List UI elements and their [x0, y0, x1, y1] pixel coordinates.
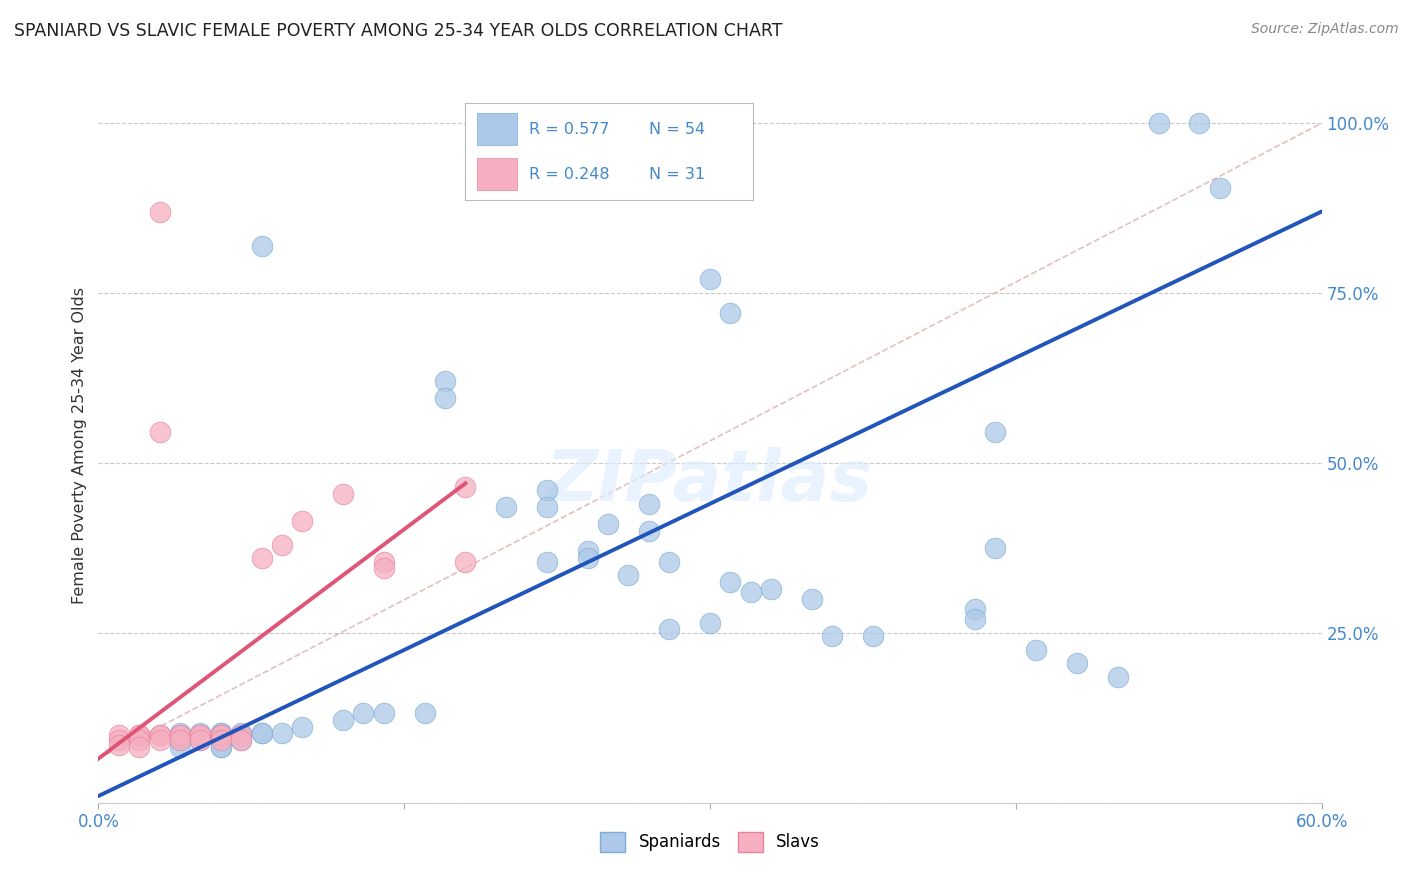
Point: [821, 629, 844, 643]
Point: [188, 728, 212, 742]
Point: [209, 726, 232, 740]
Point: [536, 483, 558, 498]
Point: [740, 585, 762, 599]
Point: [231, 726, 253, 740]
Point: [231, 733, 253, 747]
Point: [495, 500, 517, 515]
Point: [188, 726, 212, 740]
Point: [128, 732, 150, 747]
Point: [209, 728, 232, 742]
Point: [454, 555, 477, 569]
Point: [209, 740, 232, 755]
Point: [231, 728, 253, 742]
Point: [209, 740, 232, 755]
Point: [169, 728, 191, 742]
Point: [1209, 180, 1232, 194]
Point: [332, 486, 354, 500]
Point: [862, 629, 884, 643]
Point: [1107, 670, 1129, 684]
Point: [720, 306, 742, 320]
Point: [270, 726, 294, 740]
Point: [270, 537, 294, 551]
Point: [149, 204, 172, 219]
Point: [598, 517, 620, 532]
Point: [108, 738, 131, 752]
Point: [536, 500, 558, 515]
Point: [169, 728, 191, 742]
Point: [720, 574, 742, 589]
Point: [699, 272, 721, 286]
Point: [658, 623, 681, 637]
Point: [188, 732, 212, 747]
Point: [434, 375, 457, 389]
Point: [1147, 116, 1170, 130]
Point: [209, 728, 232, 742]
Point: [413, 706, 436, 720]
Point: [128, 728, 150, 742]
Point: [638, 524, 661, 538]
Point: [188, 728, 212, 742]
Point: [149, 728, 172, 742]
Point: [373, 706, 395, 720]
Point: [169, 732, 191, 747]
Point: [984, 541, 1007, 555]
Point: [291, 720, 314, 734]
Point: [250, 726, 273, 740]
Point: [169, 740, 191, 755]
Point: [658, 555, 681, 569]
Point: [169, 732, 191, 747]
Point: [128, 728, 150, 742]
Text: ZIPatlas: ZIPatlas: [547, 447, 873, 516]
Point: [250, 551, 273, 566]
Point: [149, 425, 172, 440]
Point: [617, 568, 640, 582]
Point: [373, 561, 395, 575]
Point: [209, 726, 232, 740]
Text: SPANIARD VS SLAVIC FEMALE POVERTY AMONG 25-34 YEAR OLDS CORRELATION CHART: SPANIARD VS SLAVIC FEMALE POVERTY AMONG …: [14, 22, 783, 40]
Point: [699, 615, 721, 630]
Point: [332, 713, 354, 727]
Y-axis label: Female Poverty Among 25-34 Year Olds: Female Poverty Among 25-34 Year Olds: [72, 287, 87, 605]
Point: [108, 728, 131, 742]
Point: [209, 732, 232, 747]
Point: [454, 480, 477, 494]
Point: [291, 514, 314, 528]
Point: [965, 612, 987, 626]
Point: [638, 497, 661, 511]
Point: [1025, 643, 1047, 657]
Point: [352, 706, 374, 720]
Point: [761, 582, 783, 596]
Point: [1066, 657, 1088, 671]
Point: [108, 732, 131, 747]
Point: [576, 544, 599, 558]
Text: Source: ZipAtlas.com: Source: ZipAtlas.com: [1251, 22, 1399, 37]
Legend: Spaniards, Slavs: Spaniards, Slavs: [593, 825, 827, 859]
Point: [1188, 116, 1211, 130]
Point: [250, 238, 273, 252]
Point: [373, 555, 395, 569]
Point: [668, 153, 690, 168]
Point: [149, 732, 172, 747]
Point: [536, 555, 558, 569]
Point: [149, 728, 172, 742]
Point: [984, 425, 1007, 440]
Point: [128, 740, 150, 755]
Point: [434, 392, 457, 406]
Point: [801, 591, 824, 606]
Point: [169, 726, 191, 740]
Point: [250, 726, 273, 740]
Point: [188, 733, 212, 747]
Point: [576, 551, 599, 566]
Point: [965, 602, 987, 616]
Point: [231, 732, 253, 747]
